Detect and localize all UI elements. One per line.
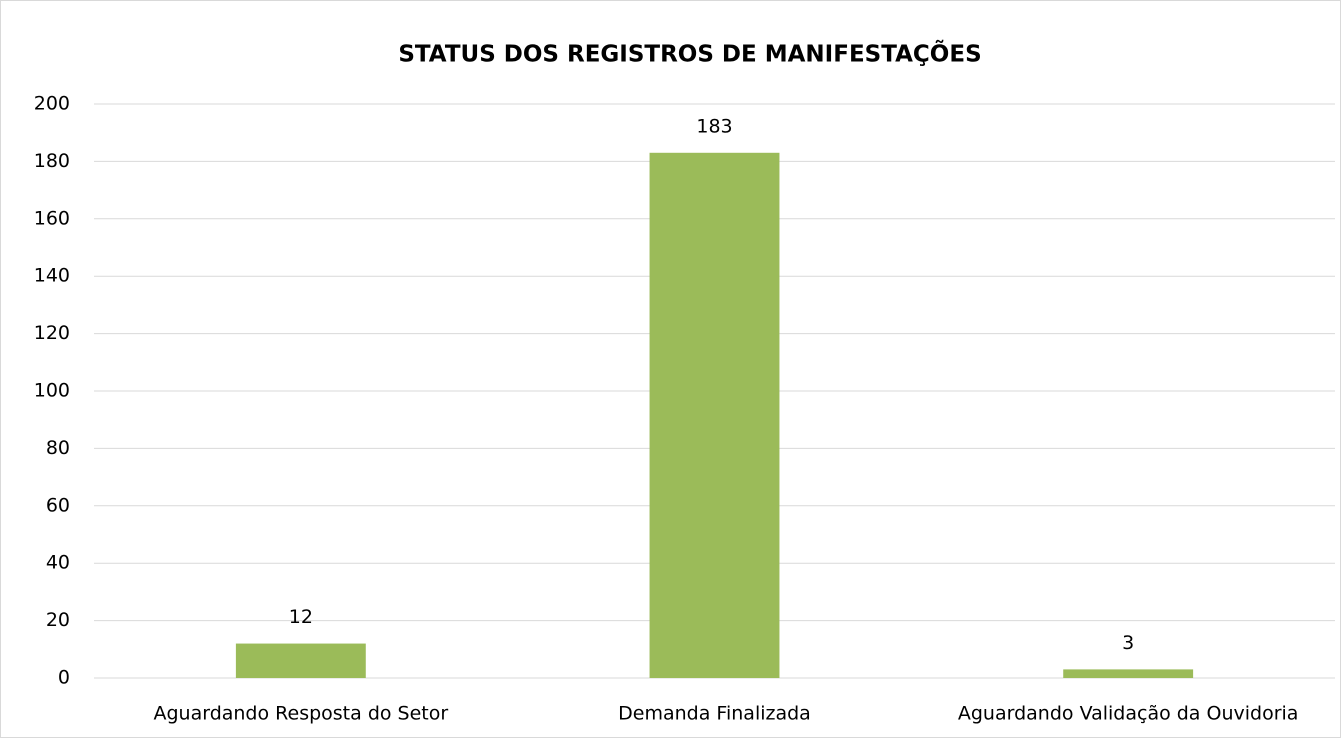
x-tick-label: Demanda Finalizada xyxy=(618,703,811,725)
y-tick-label: 0 xyxy=(58,667,70,689)
data-label: 183 xyxy=(696,115,732,137)
y-tick-label: 40 xyxy=(46,552,70,574)
y-tick-label: 160 xyxy=(34,207,70,229)
x-tick-label: Aguardando Resposta do Setor xyxy=(153,703,448,725)
y-tick-label: 100 xyxy=(34,380,70,402)
bar xyxy=(235,643,366,678)
x-tick-label: Aguardando Validação da Ouvidoria xyxy=(958,703,1299,725)
y-tick-label: 140 xyxy=(34,265,70,287)
y-tick-label: 80 xyxy=(46,437,70,459)
chart-title: STATUS DOS REGISTROS DE MANIFESTAÇÕES xyxy=(398,40,981,68)
y-tick-label: 200 xyxy=(34,93,70,115)
y-tick-label: 120 xyxy=(34,322,70,344)
bar xyxy=(1063,669,1194,678)
y-tick-label: 180 xyxy=(34,150,70,172)
y-tick-label: 20 xyxy=(46,609,70,631)
data-label: 3 xyxy=(1122,632,1134,654)
y-tick-label: 60 xyxy=(46,494,70,516)
bar xyxy=(649,152,780,679)
data-label: 12 xyxy=(289,606,313,628)
